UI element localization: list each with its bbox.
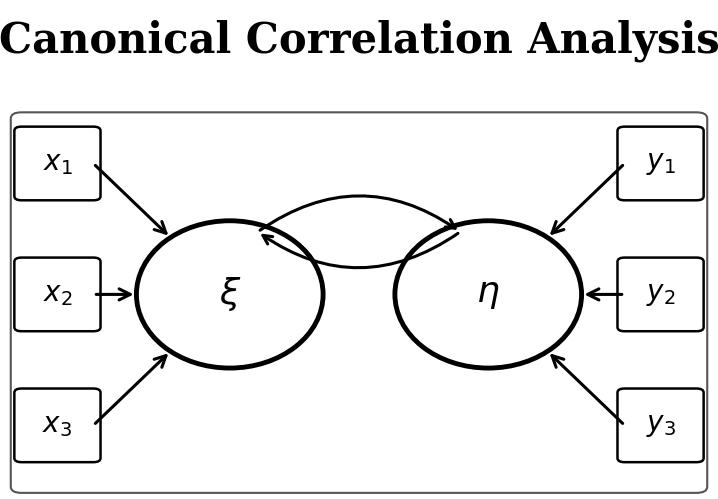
Text: $x_2$: $x_2$ bbox=[42, 281, 73, 308]
FancyBboxPatch shape bbox=[617, 389, 704, 462]
Ellipse shape bbox=[395, 221, 582, 368]
Text: $\xi$: $\xi$ bbox=[218, 275, 241, 313]
FancyBboxPatch shape bbox=[14, 257, 101, 331]
FancyBboxPatch shape bbox=[14, 389, 101, 462]
Text: $y_1$: $y_1$ bbox=[645, 150, 676, 177]
FancyBboxPatch shape bbox=[617, 257, 704, 331]
FancyBboxPatch shape bbox=[617, 127, 704, 200]
FancyArrowPatch shape bbox=[260, 196, 455, 230]
FancyBboxPatch shape bbox=[14, 127, 101, 200]
FancyArrowPatch shape bbox=[263, 234, 458, 268]
Text: $y_3$: $y_3$ bbox=[645, 412, 676, 439]
Ellipse shape bbox=[136, 221, 323, 368]
Text: Canonical Correlation Analysis: Canonical Correlation Analysis bbox=[0, 20, 718, 62]
Text: $x_1$: $x_1$ bbox=[42, 150, 73, 177]
Text: $\eta$: $\eta$ bbox=[476, 277, 500, 311]
Text: $x_3$: $x_3$ bbox=[42, 412, 73, 439]
Text: $y_2$: $y_2$ bbox=[645, 281, 676, 308]
FancyBboxPatch shape bbox=[11, 112, 707, 493]
